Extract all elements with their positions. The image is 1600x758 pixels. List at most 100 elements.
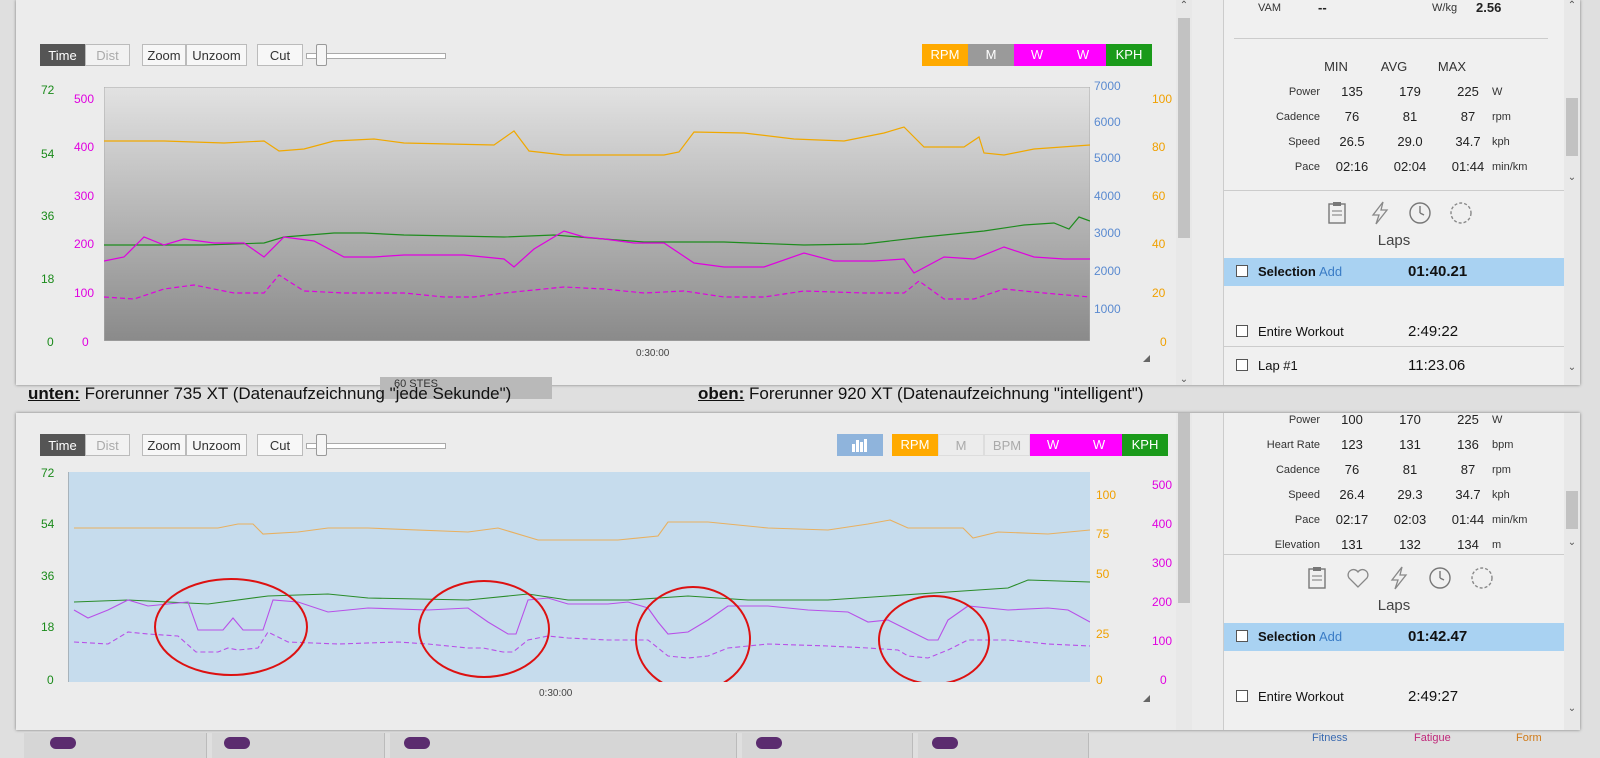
cut-slider-track[interactable] [306, 443, 446, 449]
series-rpm-toggle[interactable]: RPM [892, 434, 938, 456]
axis-tick: 200 [74, 237, 95, 251]
clipboard-icon[interactable] [1326, 201, 1348, 225]
axis-tick: 4000 [1094, 189, 1121, 203]
workout-chart-top[interactable] [104, 87, 1090, 341]
clock-icon[interactable] [1408, 201, 1432, 225]
dist-toggle[interactable]: Dist [85, 434, 130, 456]
scroll-up-icon[interactable]: ⌃ [1567, 0, 1577, 11]
stat-avg: 29.3 [1397, 487, 1423, 502]
zoom-button[interactable]: Zoom [142, 44, 186, 66]
series-kph-toggle[interactable]: KPH [1106, 44, 1152, 66]
dist-toggle[interactable]: Dist [85, 44, 130, 66]
series-w-toggle[interactable]: W [1030, 434, 1076, 456]
lap-checkbox[interactable] [1236, 359, 1248, 371]
heart-icon[interactable] [1346, 566, 1370, 590]
stat-label: Power [1288, 86, 1320, 98]
stat-label: Cadence [1275, 464, 1320, 476]
sidebar-scrollbar[interactable]: ⌄ ⌄ [1564, 413, 1580, 730]
scroll-down-icon[interactable]: ⌄ [1567, 172, 1577, 183]
stat-label: Power [1288, 414, 1320, 426]
caption-text: Forerunner 920 XT (Datenaufzeichnung "in… [744, 384, 1144, 403]
stat-unit: W [1492, 414, 1503, 426]
axis-tick: 300 [1152, 556, 1173, 570]
add-lap-link[interactable]: Add [1319, 264, 1343, 279]
stat-avg: 81 [1402, 109, 1418, 124]
series-kph-toggle[interactable]: KPH [1122, 434, 1168, 456]
series-bpm-toggle[interactable]: BPM [984, 434, 1030, 456]
background-card [212, 733, 385, 758]
clipboard-icon[interactable] [1306, 566, 1328, 590]
lap-name: Selection [1258, 629, 1316, 644]
axis-tick: 60 [1152, 189, 1166, 203]
annotation-circle [418, 580, 550, 678]
app-icon [932, 737, 958, 749]
cadence-series-line [74, 519, 1090, 541]
stats-sidebar: Power 100 170 225 W Heart Rate 123 131 1… [1223, 412, 1580, 730]
lap-row-lap-1[interactable]: Lap #1 11:23.06 [1224, 352, 1564, 380]
time-toggle[interactable]: Time [40, 434, 85, 456]
series-m-toggle[interactable]: M [938, 434, 984, 456]
stat-max: 225 [1457, 84, 1479, 99]
scroll-thumb[interactable] [1566, 98, 1578, 156]
stat-avg: 02:03 [1393, 512, 1427, 527]
lap-checkbox[interactable] [1236, 690, 1248, 702]
dashed-circle-icon[interactable] [1449, 201, 1473, 225]
stat-max: 34.7 [1455, 134, 1481, 149]
axis-tick: 36 [41, 209, 55, 223]
unzoom-button[interactable]: Unzoom [186, 434, 247, 456]
speed-series-line [73, 579, 1090, 605]
scroll-down-icon[interactable]: ⌄ [1179, 374, 1189, 385]
cut-button[interactable]: Cut [257, 44, 303, 66]
scroll-down-icon[interactable]: ⌄ [1567, 537, 1577, 548]
lap-row-entire-workout[interactable]: Entire Workout 2:49:27 [1224, 683, 1564, 711]
dashed-circle-icon[interactable] [1470, 566, 1494, 590]
app-icon [756, 737, 782, 749]
unzoom-button[interactable]: Unzoom [186, 44, 247, 66]
cut-slider-handle[interactable] [316, 434, 327, 456]
lap-row-selection[interactable]: Selection Add 01:42.47 [1224, 623, 1564, 651]
chart-scrollbar[interactable]: ⌃ ⌄ [1176, 0, 1192, 385]
scroll-down-icon[interactable]: ⌄ [1567, 362, 1577, 373]
stat-unit: kph [1492, 489, 1510, 501]
lightning-icon[interactable] [1369, 201, 1391, 225]
series-w2-toggle[interactable]: W [1060, 44, 1106, 66]
lap-checkbox[interactable] [1236, 325, 1248, 337]
resize-grip[interactable] [1143, 355, 1150, 362]
series-w-toggle[interactable]: W [1014, 44, 1060, 66]
cut-slider-handle[interactable] [316, 44, 327, 66]
lap-row-entire-workout[interactable]: Entire Workout 2:49:22 [1224, 318, 1564, 346]
clock-icon[interactable] [1428, 566, 1452, 590]
scroll-up-icon[interactable]: ⌃ [1179, 0, 1189, 11]
scroll-thumb[interactable] [1178, 413, 1190, 603]
lightning-icon[interactable] [1388, 566, 1410, 590]
chart-scrollbar[interactable] [1176, 413, 1192, 730]
caption-bottom-device: unten: Forerunner 735 XT (Datenaufzeichn… [28, 384, 511, 404]
axis-tick: 0 [1160, 673, 1167, 687]
stat-row-speed: Speed 26.5 29.0 34.7 kph [1240, 130, 1570, 154]
cut-slider-track[interactable] [306, 53, 446, 59]
series-m-toggle[interactable]: M [968, 44, 1014, 66]
time-toggle[interactable]: Time [40, 44, 85, 66]
axis-tick: 6000 [1094, 115, 1121, 129]
workout-chart-bottom[interactable] [68, 472, 1090, 682]
resize-grip[interactable] [1143, 695, 1150, 702]
add-lap-link[interactable]: Add [1319, 629, 1343, 644]
scroll-down-icon[interactable]: ⌄ [1567, 703, 1577, 714]
lap-checkbox[interactable] [1236, 630, 1248, 642]
lap-checkbox[interactable] [1236, 265, 1248, 277]
zoom-button[interactable]: Zoom [142, 434, 186, 456]
stat-label: Elevation [1274, 539, 1320, 551]
wkg-value: 2.56 [1476, 0, 1502, 15]
stat-max: 87 [1460, 462, 1476, 477]
cut-button[interactable]: Cut [257, 434, 303, 456]
avg-header: AVG [1380, 59, 1408, 74]
series-w2-toggle[interactable]: W [1076, 434, 1122, 456]
bar-chart-toggle[interactable] [837, 434, 883, 456]
sidebar-scrollbar[interactable]: ⌃ ⌄ ⌄ [1564, 0, 1580, 385]
stat-label: Heart Rate [1266, 439, 1320, 451]
scroll-thumb[interactable] [1178, 18, 1190, 238]
scroll-thumb[interactable] [1566, 491, 1578, 529]
stat-row-heart-rate: Heart Rate 123 131 136 bpm [1240, 433, 1570, 457]
series-rpm-toggle[interactable]: RPM [922, 44, 968, 66]
lap-row-selection[interactable]: Selection Add 01:40.21 [1224, 258, 1564, 286]
